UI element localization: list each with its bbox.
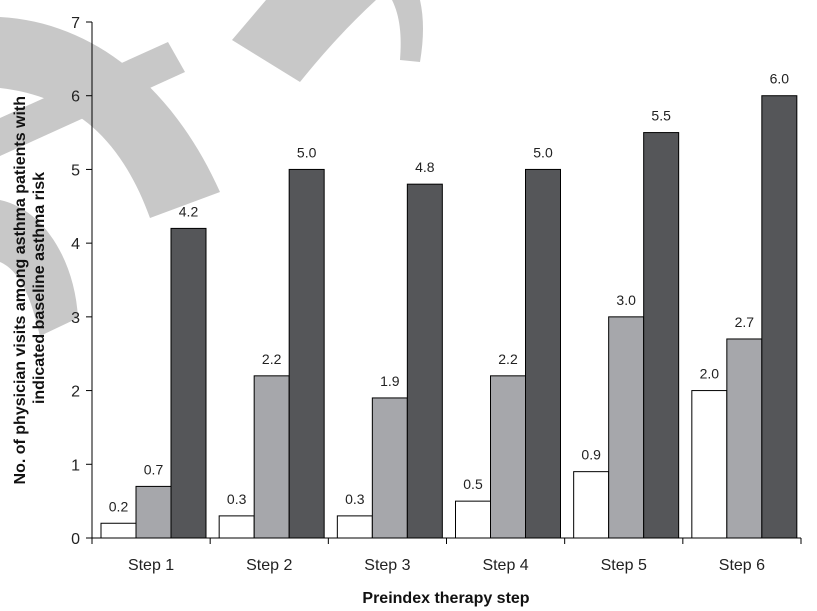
y-axis-title: No. of physician visits among asthma pat… [12, 92, 48, 485]
x-tick-label: Step 1 [128, 557, 174, 574]
data-label-2-5: 3.0 [616, 292, 636, 308]
bar-2-1 [135, 485, 172, 539]
bar-3-4 [525, 168, 561, 539]
x-tick-label: Step 2 [246, 557, 292, 574]
watermark-stroke-4 [232, 0, 376, 82]
data-label-2-6: 2.7 [735, 314, 755, 330]
y-tick-label: 3 [71, 310, 80, 327]
bar-2-4 [490, 375, 526, 539]
data-label-1-4: 0.5 [463, 476, 483, 492]
bar-2-3 [371, 397, 408, 539]
y-axis-title-line-2: indicated baseline asthma risk [31, 172, 48, 404]
watermark-stroke-1 [0, 17, 220, 218]
bar-3-6 [761, 95, 798, 539]
data-label-1-3: 0.3 [345, 491, 365, 507]
data-label-3-6: 6.0 [770, 71, 790, 87]
data-labels-layer: 0.2 0.7 4.2 0.3 2.2 5.0 0.3 1.9 4.8 0.5 2.2 5.0 0.9 3… [109, 71, 790, 515]
y-tick-label: 7 [71, 15, 80, 32]
x-axis-title: Preindex therapy step [362, 590, 529, 607]
data-label-3-4: 5.0 [533, 144, 553, 160]
data-label-3-3: 4.8 [415, 159, 435, 175]
bar-1-4 [455, 500, 491, 539]
data-label-3-5: 5.5 [651, 108, 671, 124]
watermark-stroke-5 [392, 0, 423, 62]
y-tick-label: 5 [71, 162, 80, 179]
bars-layer [100, 95, 798, 539]
y-axis-title-line-1: No. of physician visits among asthma pat… [12, 96, 29, 485]
data-label-3-1: 4.2 [179, 203, 199, 219]
bar-1-1 [100, 522, 137, 539]
bar-1-3 [336, 515, 373, 539]
x-tick-label: Step 4 [482, 557, 528, 574]
y-ticks: 0 1 2 3 4 5 6 7 [71, 15, 92, 548]
data-label-1-5: 0.9 [581, 447, 601, 463]
data-label-2-3: 1.9 [380, 373, 400, 389]
x-ticks: Step 1 Step 2 Step 3 Step 4 Step 5 Step 6 [91, 538, 802, 574]
bar-1-2 [218, 515, 255, 539]
data-label-2-2: 2.2 [262, 351, 282, 367]
y-tick-label: 0 [71, 531, 80, 548]
x-tick-label: Step 6 [719, 557, 765, 574]
x-tick-label: Step 3 [364, 557, 410, 574]
bar-3-3 [406, 183, 443, 539]
bar-2-6 [726, 338, 763, 539]
watermark-stroke-2 [0, 200, 78, 336]
bar-1-6 [691, 390, 728, 539]
data-label-1-2: 0.3 [227, 491, 247, 507]
watermark [0, 0, 423, 336]
bar-2-2 [253, 375, 290, 539]
bar-1-5 [573, 471, 610, 539]
x-tick-label: Step 5 [601, 557, 647, 574]
y-tick-label: 1 [71, 457, 80, 474]
bar-3-1 [170, 227, 207, 539]
data-label-1-6: 2.0 [700, 366, 720, 382]
y-tick-label: 4 [71, 236, 80, 253]
y-tick-label: 6 [71, 89, 80, 106]
y-tick-label: 2 [71, 384, 80, 401]
bar-2-5 [608, 316, 645, 539]
data-label-2-4: 2.2 [498, 351, 518, 367]
data-label-3-2: 5.0 [297, 144, 317, 160]
data-label-2-1: 0.7 [144, 461, 164, 477]
bar-3-5 [643, 132, 680, 539]
data-label-1-1: 0.2 [109, 498, 129, 514]
bar-3-2 [288, 168, 325, 539]
